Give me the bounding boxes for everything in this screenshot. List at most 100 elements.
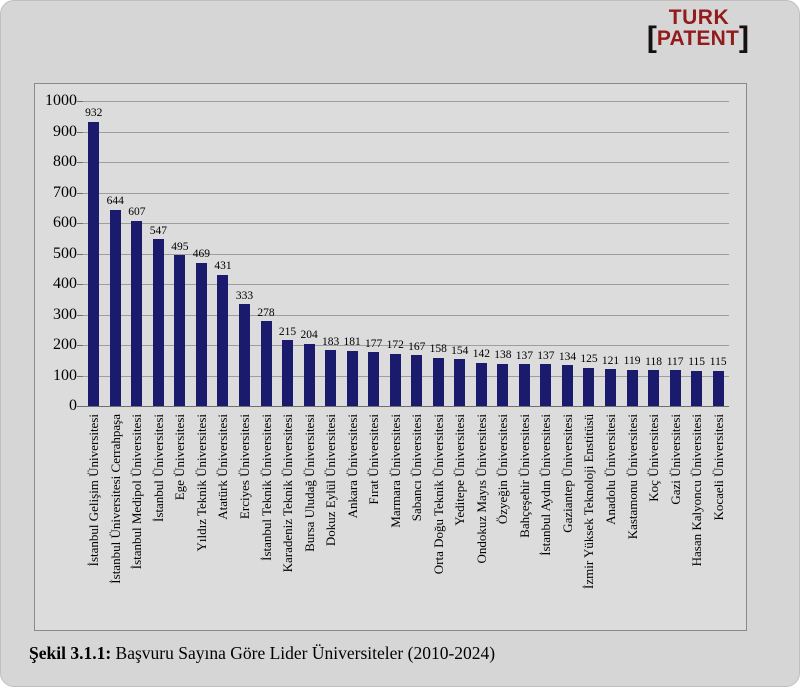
bar-value-label: 167 (408, 340, 426, 353)
bar-value-label: 607 (128, 206, 146, 219)
bar-value-label: 137 (515, 349, 534, 362)
x-label-cell: Dokuz Eylül Üniversitesi (320, 414, 342, 626)
y-tick-label: 400 (53, 275, 77, 292)
bar-column: 117 (664, 101, 686, 406)
x-label-cell: Orta Doğu Teknik Üniversitesi (428, 414, 450, 626)
y-axis-tick (77, 162, 83, 163)
bar-column: 154 (449, 101, 471, 406)
y-axis-tick (77, 375, 83, 377)
bar (195, 262, 207, 406)
bar-value-label: 121 (601, 354, 620, 367)
x-label-cell: İstanbul Aydın Üniversitesi (535, 414, 557, 626)
bar-value-label: 134 (558, 350, 577, 363)
grid-line (83, 131, 729, 133)
bar-column: 167 (406, 101, 428, 406)
logo-right-bracket: ] (739, 21, 749, 54)
x-tick-label: İstanbul Teknik Üniversitesi (258, 414, 274, 561)
y-tick-label: 1000 (45, 92, 77, 109)
x-tick-label: Ankara Üniversitesi (344, 414, 360, 519)
bar-column: 134 (557, 101, 579, 406)
bar (238, 304, 250, 406)
x-label-cell: Özyeğin Üniversitesi (492, 414, 514, 626)
figure-caption-text: Başvuru Sayına Göre Lider Üniversiteler … (111, 643, 496, 663)
bar (346, 350, 358, 406)
y-tick-label: 300 (53, 305, 77, 323)
x-label-cell: İstanbul Üniversitesi (148, 414, 170, 626)
y-axis-tick (77, 314, 83, 316)
x-label-cell: Koç Üniversitesi (643, 414, 665, 626)
bar-column: 181 (341, 101, 363, 406)
bar-column: 172 (384, 101, 406, 406)
x-tick-label: Fırat Üniversitesi (366, 414, 382, 505)
x-tick-label: Erciyes Üniversitesi (236, 414, 252, 520)
bar-column: 469 (191, 101, 213, 406)
bar (540, 364, 552, 406)
x-tick-label: Kastamonu Üniversitesi (624, 414, 640, 540)
x-tick-label: Gaziantep Üniversitesi (559, 414, 575, 533)
y-tick-label: 900 (53, 122, 77, 140)
bar-value-label: 495 (171, 240, 189, 253)
bar (109, 209, 121, 406)
bar-column: 118 (643, 101, 665, 406)
x-label-cell: İstanbul Teknik Üniversitesi (255, 414, 277, 626)
x-label-cell: Fırat Üniversitesi (363, 414, 385, 626)
x-tick-label: İstanbul Medipol Üniversitesi (129, 414, 145, 570)
bar-column: 547 (148, 101, 170, 406)
x-label-cell: Yıldız Teknik Üniversitesi (191, 414, 213, 626)
plot-area: 932 644 607 547 495 469 431 333 278 215 204 183 181 1… (77, 101, 729, 407)
bar-column: 115 (686, 101, 708, 406)
y-tick-label: 0 (69, 397, 77, 414)
bar-column: 138 (492, 101, 514, 406)
bar-value-label: 278 (257, 306, 275, 319)
x-label-cell: İstanbul Medipol Üniversitesi (126, 414, 148, 626)
x-label-cell: Gaziantep Üniversitesi (557, 414, 579, 626)
x-label-cell: Anadolu Üniversitesi (600, 414, 622, 626)
x-label-cell: Gazi Üniversitesi (664, 414, 686, 626)
y-tick-label: 500 (53, 244, 77, 262)
x-label-cell: Bursa Uludağ Üniversitesi (298, 414, 320, 626)
bar (648, 370, 660, 406)
bar-value-label: 932 (85, 107, 103, 120)
bar-column: 183 (320, 101, 342, 406)
bar (626, 369, 638, 406)
bar-column: 215 (277, 101, 299, 406)
y-tick-label: 100 (53, 366, 77, 384)
x-tick-label: İstanbul Üniversitesi (150, 414, 166, 522)
bar-value-label: 117 (666, 355, 684, 368)
x-tick-label: Yıldız Teknik Üniversitesi (193, 414, 209, 552)
bar-value-label: 431 (214, 260, 232, 273)
bar (432, 357, 444, 406)
bar-column: 142 (471, 101, 493, 406)
y-axis-tick (77, 223, 83, 224)
bar (152, 239, 164, 406)
bar (325, 350, 337, 406)
bar-column: 278 (255, 101, 277, 406)
x-tick-label: Kocaeli Üniversitesi (710, 414, 726, 521)
figure-caption: Şekil 3.1.1: Başvuru Sayına Göre Lider Ü… (29, 643, 495, 664)
bar (131, 220, 143, 406)
x-tick-label: İstanbul Üniversitesi Cerrahpaşa (107, 414, 123, 584)
logo-bottom-row: [ PATENT ] (647, 21, 749, 54)
y-axis-labels: 0 100 200 300 400 500 600 700 800 900 1000 (35, 93, 77, 414)
bar-value-label: 118 (645, 355, 662, 368)
grid-line (83, 162, 729, 163)
x-label-cell: İstanbul Üniversitesi Cerrahpaşa (105, 414, 127, 626)
x-tick-label: Özyeğin Üniversitesi (495, 414, 511, 525)
bar-value-label: 215 (278, 325, 297, 338)
logo-word-turk: TURK (668, 6, 730, 29)
y-tick-label: 200 (53, 336, 77, 353)
bar-value-label: 204 (300, 329, 318, 342)
x-tick-label: Yeditepe Üniversitesi (452, 414, 468, 526)
bar-column: 137 (514, 101, 536, 406)
bar (691, 370, 703, 406)
x-label-cell: İzmir Yüksek Teknoloji Enstitüsü (578, 414, 600, 626)
x-label-cell: Karadeniz Teknik Üniversitesi (277, 414, 299, 626)
bar-value-label: 469 (192, 248, 211, 261)
bar-value-label: 181 (343, 336, 361, 349)
y-axis-tick (77, 192, 83, 194)
bar (389, 353, 401, 406)
x-label-cell: Sabancı Üniversitesi (406, 414, 428, 626)
grid-line (83, 253, 729, 255)
bar (260, 321, 272, 406)
